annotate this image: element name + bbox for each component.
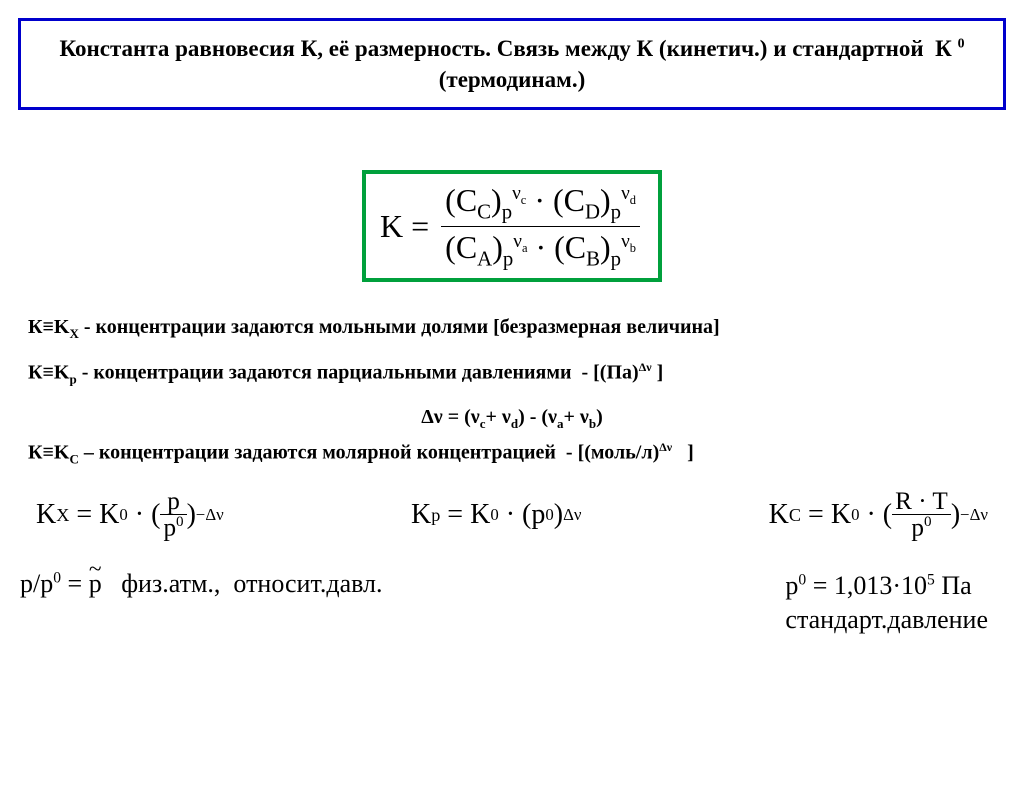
def-kx: К≡KX - концентрации задаются мольными до…	[28, 316, 996, 342]
delta-nu-formula: Δν = (νc+ νd) - (νa+ νb)	[28, 406, 996, 432]
page-title: Константа равновесия К, её размерность. …	[41, 33, 983, 95]
def-kp: К≡Kp - концентрации задаются парциальным…	[28, 360, 996, 388]
def-kc: К≡KC – концентрации задаются молярной ко…	[28, 440, 996, 468]
p-over-p0: p/p0 = p физ.атм., относит.давл.	[20, 569, 383, 599]
standard-pressure: p0 = 1,013·105 Па стандарт.давление	[785, 569, 988, 637]
eq-kc: KC = K0 · (R · Tp0)−Δν	[769, 489, 988, 541]
standard-pressure-value: p0 = 1,013·105 Па	[785, 569, 988, 603]
standard-pressure-label: стандарт.давление	[785, 603, 988, 637]
main-formula-box: K = (CC)pνc · (CD)pνd (CA)pνa · (CB)pνb	[362, 170, 662, 282]
bottom-row: p/p0 = p физ.атм., относит.давл. p0 = 1,…	[20, 569, 988, 637]
eq-kp: Kp = K0 · (p0)Δν	[411, 499, 582, 531]
main-formula-wrap: K = (CC)pνc · (CD)pνd (CA)pνa · (CB)pνb	[0, 110, 1024, 282]
eq-kx: KX = K0 · (pp0)−Δν	[36, 489, 224, 541]
equations-row: KX = K0 · (pp0)−Δν Kp = K0 · (p0)Δν KC =…	[36, 489, 988, 541]
main-formula: K = (CC)pνc · (CD)pνd (CA)pνa · (CB)pνb	[380, 182, 644, 272]
definitions-block: К≡KX - концентрации задаются мольными до…	[28, 316, 996, 467]
title-box: Константа равновесия К, её размерность. …	[18, 18, 1006, 110]
